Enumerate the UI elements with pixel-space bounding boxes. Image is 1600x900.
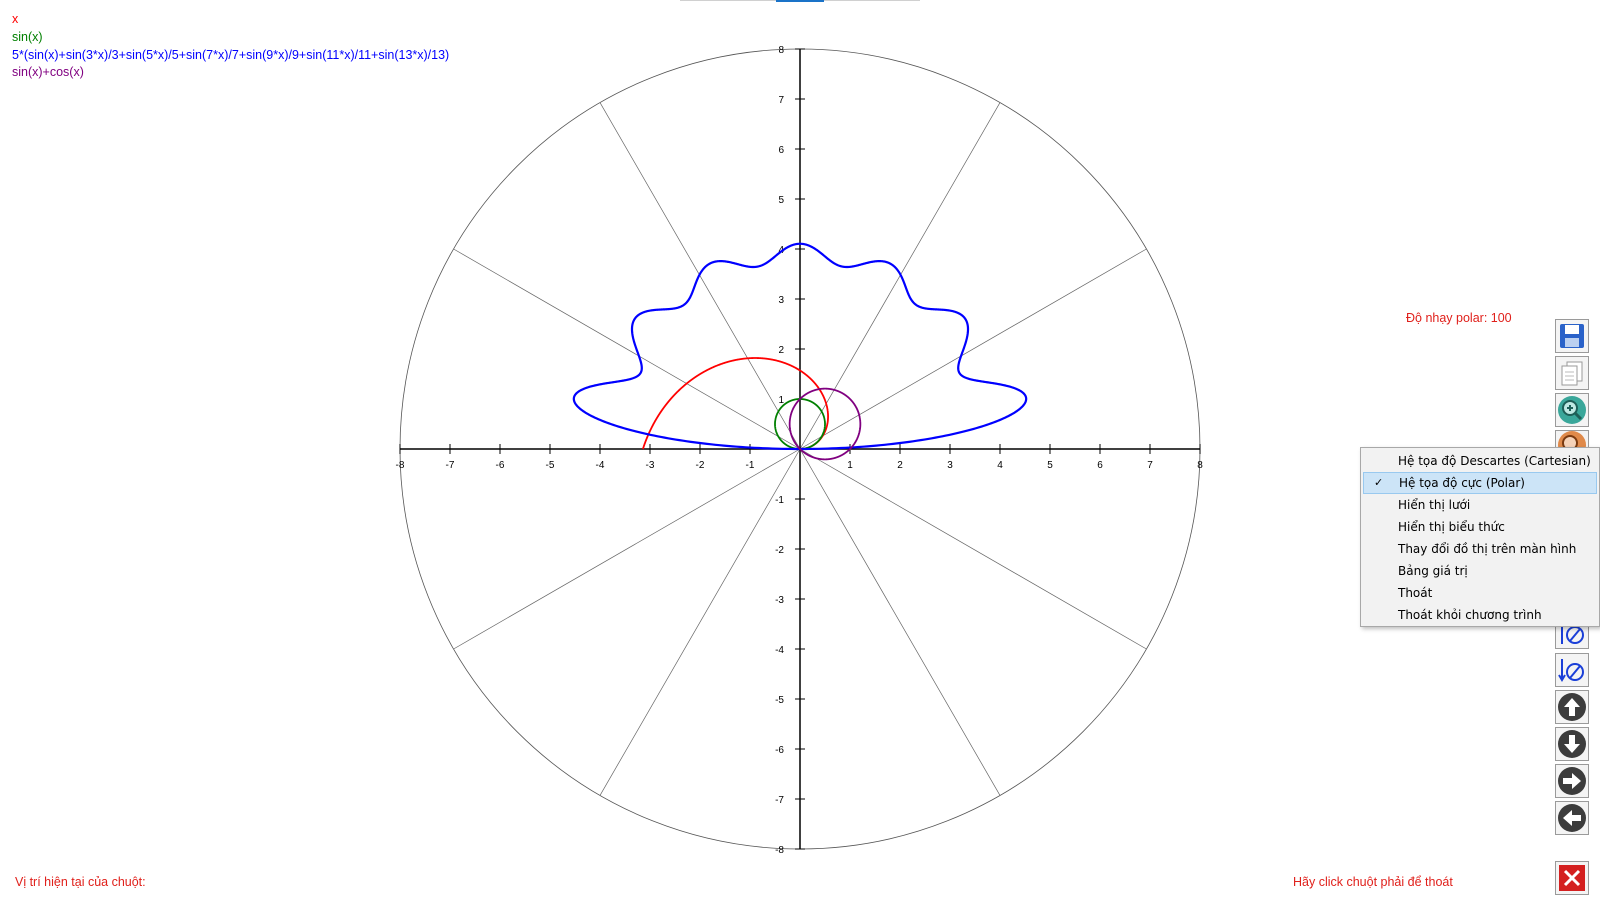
save-button[interactable]: [1555, 319, 1589, 353]
menu-item-label: Hệ tọa độ Descartes (Cartesian): [1398, 454, 1591, 468]
y-tick-label: 2: [778, 345, 784, 356]
scale-up-icon: [1561, 622, 1584, 644]
menu-item-polar[interactable]: ✓ Hệ tọa độ cực (Polar): [1363, 472, 1597, 494]
y-tick-label: -6: [775, 745, 784, 756]
close-button[interactable]: [1555, 861, 1589, 895]
x-tick-label: -5: [546, 460, 555, 471]
arrow-up-icon: [1558, 693, 1586, 721]
expression-list: x sin(x) 5*(sin(x)+sin(3*x)/3+sin(5*x)/5…: [12, 11, 449, 82]
expression-3: 5*(sin(x)+sin(3*x)/3+sin(5*x)/5+sin(7*x)…: [12, 47, 450, 62]
grid-ray: [799, 448, 1147, 650]
x-tick-label: 6: [1097, 460, 1103, 471]
menu-item-value-table[interactable]: Bảng giá trị: [1363, 560, 1597, 582]
x-tick-label: 1: [847, 460, 853, 471]
y-tick-label: 7: [778, 95, 784, 106]
scale-down-icon: [1558, 659, 1584, 682]
arrow-left-icon: [1558, 804, 1586, 832]
tick-labels: -8 -7 -6 -5 -4 -3 -2 -1 1 2 3 4 5 6 7 887654321-1-2-3-4…: [396, 45, 1204, 856]
menu-item-quit-program[interactable]: Thoát khỏi chương trình: [1363, 604, 1597, 626]
arrow-right-icon: [1558, 767, 1586, 795]
expression-1: x: [12, 12, 19, 26]
copy-button[interactable]: [1555, 356, 1589, 390]
x-tick-label: 8: [1197, 460, 1203, 471]
menu-item-label: Thoát: [1398, 586, 1433, 600]
x-tick-label: -7: [446, 460, 455, 471]
close-icon: [1559, 865, 1585, 891]
series-line-3: [572, 242, 1028, 451]
menu-item-label: Hệ tọa độ cực (Polar): [1399, 476, 1525, 490]
y-tick-label: 3: [778, 295, 784, 306]
menu-item-edit-graphs[interactable]: Thay đổi đồ thị trên màn hình: [1363, 538, 1597, 560]
menu-item-cartesian[interactable]: Hệ tọa độ Descartes (Cartesian): [1363, 450, 1597, 472]
x-tick-label: 5: [1047, 460, 1053, 471]
menu-item-label: Hiển thị biểu thức: [1398, 520, 1505, 534]
menu-item-show-grid[interactable]: Hiển thị lưới: [1363, 494, 1597, 516]
y-tick-label: 6: [778, 145, 784, 156]
pan-down-button[interactable]: [1555, 727, 1589, 761]
scale-down-button[interactable]: [1555, 653, 1589, 687]
y-tick-label: -5: [775, 695, 784, 706]
y-tick-label: 8: [778, 45, 784, 56]
zoom-out-button[interactable]: [1555, 430, 1589, 450]
exit-hint: Hãy click chuột phải để thoát: [1293, 875, 1453, 889]
menu-item-label: Thoát khỏi chương trình: [1398, 608, 1542, 622]
grid-ray: [599, 448, 801, 796]
check-icon: ✓: [1374, 476, 1384, 489]
x-tick-label: -4: [596, 460, 605, 471]
menu-item-label: Hiển thị lưới: [1398, 498, 1471, 512]
pan-left-button[interactable]: [1555, 801, 1589, 835]
x-tick-label: -2: [696, 460, 705, 471]
copy-icon: [1561, 361, 1583, 386]
grid-ray: [799, 448, 1001, 796]
save-icon: [1560, 324, 1584, 348]
pan-right-button[interactable]: [1555, 764, 1589, 798]
curves: [572, 242, 1028, 461]
y-tick-label: 5: [778, 195, 784, 206]
expression-4: sin(x)+cos(x): [12, 65, 84, 80]
series-line-4: [788, 387, 862, 461]
x-tick-label: 7: [1147, 460, 1153, 471]
menu-item-label: Thay đổi đồ thị trên màn hình: [1398, 542, 1577, 556]
y-tick-label: 1: [778, 395, 784, 406]
y-tick-label: -8: [775, 845, 784, 856]
context-menu: Hệ tọa độ Descartes (Cartesian) ✓ Hệ tọa…: [1360, 447, 1600, 627]
y-tick-label: -4: [775, 645, 784, 656]
expression-2: sin(x): [12, 29, 43, 44]
mouse-position-label: Vị trí hiện tại của chuột:: [15, 875, 146, 889]
grid-ray: [453, 248, 801, 450]
menu-item-label: Bảng giá trị: [1398, 564, 1468, 578]
y-tick-label: -2: [775, 545, 784, 556]
x-tick-label: 3: [947, 460, 953, 471]
x-tick-label: -6: [496, 460, 505, 471]
menu-item-show-expressions[interactable]: Hiển thị biểu thức: [1363, 516, 1597, 538]
zoom-out-icon: [1558, 431, 1586, 449]
zoom-in-button[interactable]: [1555, 393, 1589, 427]
zoom-in-icon: [1558, 396, 1586, 424]
x-tick-label: -3: [646, 460, 655, 471]
menu-item-exit[interactable]: Thoát: [1363, 582, 1597, 604]
x-tick-label: 2: [897, 460, 903, 471]
polar-sensitivity-label: Độ nhạy polar: 100: [1406, 311, 1512, 325]
top-strip-accent: [776, 0, 824, 2]
y-tick-label: -7: [775, 795, 784, 806]
x-tick-label: -1: [746, 460, 755, 471]
x-tick-label: 4: [997, 460, 1003, 471]
x-tick-label: -8: [396, 460, 405, 471]
grid-ray: [799, 248, 1147, 450]
y-tick-label: -1: [775, 495, 784, 506]
y-tick-label: -3: [775, 595, 784, 606]
grid-ray: [453, 448, 801, 650]
pan-up-button[interactable]: [1555, 690, 1589, 724]
arrow-down-icon: [1558, 730, 1586, 758]
